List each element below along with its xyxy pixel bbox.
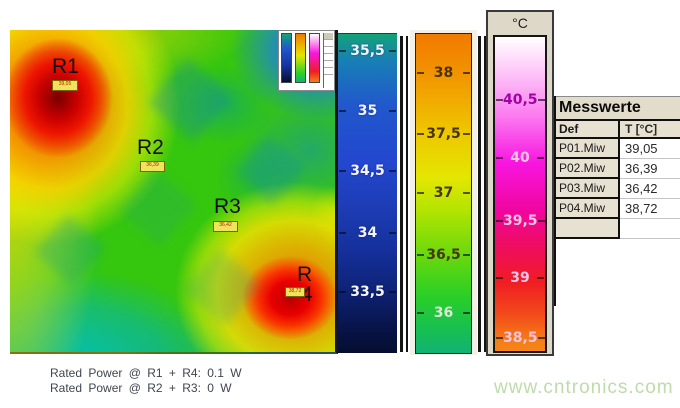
component-shape	[118, 168, 197, 247]
marker-r3-badge: 36,42	[213, 221, 238, 232]
tick-label: 36	[433, 305, 454, 321]
celsius-unit-label: °C	[512, 15, 528, 31]
mini-blue-scale	[281, 33, 292, 83]
tick-label: 38,5	[503, 330, 538, 346]
marker-r2-label: R2	[137, 136, 164, 159]
tick-label: 34	[357, 225, 378, 241]
rated-power-line2: Rated Power @ R2 + R3: 0 W	[50, 381, 232, 395]
panel-title: Messwerte	[556, 96, 680, 121]
table-row: P02.Miw 36,39	[556, 159, 680, 179]
tick-label: 39,5	[503, 213, 538, 229]
tick-label: 40,5	[503, 92, 538, 108]
marker-r2-badge: 36,39	[140, 161, 165, 172]
tick-label: 37,5	[426, 126, 461, 142]
cell-temp: 38,72	[620, 199, 680, 219]
mini-rainbow-scale	[295, 33, 306, 83]
table-row-empty	[556, 219, 680, 239]
temperature-scale-rainbow-panel: 38 37,5 37 36,5 36	[410, 30, 477, 355]
temperature-scale-pink: 40,5 40 39,5 39 38,5	[493, 35, 547, 353]
watermark: www.cntronics.com	[494, 377, 674, 398]
component-shape	[234, 134, 306, 206]
cell-temp: 36,39	[620, 159, 680, 179]
component-shape	[34, 214, 106, 286]
cell-def: P01.Miw	[556, 139, 620, 159]
measurement-panel: Messwerte Def T [°C] P01.Miw 39,05 P02.M…	[554, 96, 680, 306]
panel-tail	[556, 239, 680, 283]
tick-label: 34,5	[350, 163, 385, 179]
temperature-scale-rainbow: 38 37,5 37 36,5 36	[415, 33, 472, 354]
tick-label: 33,5	[350, 284, 385, 300]
table-row: P04.Miw 38,72	[556, 199, 680, 219]
cell-temp-empty	[620, 219, 680, 239]
mini-pink-scale	[309, 33, 320, 83]
marker-r1-label: R1	[52, 55, 79, 78]
marker-r4-label: R	[297, 263, 313, 286]
tick-label: 39	[510, 270, 530, 286]
cell-def: P03.Miw	[556, 179, 620, 199]
mini-legend	[278, 30, 335, 91]
tick-label: 37	[433, 185, 454, 201]
column-header-def: Def	[556, 121, 620, 139]
cell-def: P02.Miw	[556, 159, 620, 179]
tick-label: 36,5	[426, 247, 461, 263]
marker-r3-label: R3	[214, 195, 241, 218]
marker-r1-badge: 39,05	[52, 80, 78, 91]
cell-def-empty	[556, 219, 620, 239]
cell-temp: 39,05	[620, 139, 680, 159]
cell-def: P04.Miw	[556, 199, 620, 219]
tick-label: 35,5	[350, 43, 385, 59]
rated-power-caption: Rated Power @ R1 + R4: 0.1 W Rated Power…	[50, 366, 242, 396]
table-row: P03.Miw 36,42	[556, 179, 680, 199]
component-shape	[147, 57, 233, 143]
scale-separator	[477, 36, 488, 352]
tick-label: 38	[433, 65, 454, 81]
column-header-temp: T [°C]	[620, 121, 680, 139]
scale-separator	[399, 36, 410, 352]
tick-label: 40	[510, 150, 530, 166]
marker-r4-label-digit: 4	[301, 283, 313, 306]
table-header-row: Def T [°C]	[556, 121, 680, 139]
thermal-image: R1 39,05 R2 36,39 R3 36,42 R 4 38,72	[10, 30, 338, 354]
temperature-scale-pink-frame: °C 40,5 40 39,5 39 38,5	[486, 10, 554, 356]
component-shape	[183, 248, 262, 327]
table-row: P01.Miw 39,05	[556, 139, 680, 159]
rated-power-line1: Rated Power @ R1 + R4: 0.1 W	[50, 366, 242, 380]
cell-temp: 36,42	[620, 179, 680, 199]
mini-table	[323, 33, 333, 88]
temperature-scale-blue: 35,5 35 34,5 34 33,5	[338, 33, 397, 353]
tick-label: 35	[357, 103, 378, 119]
marker-r4-badge: 38,72	[285, 287, 305, 297]
